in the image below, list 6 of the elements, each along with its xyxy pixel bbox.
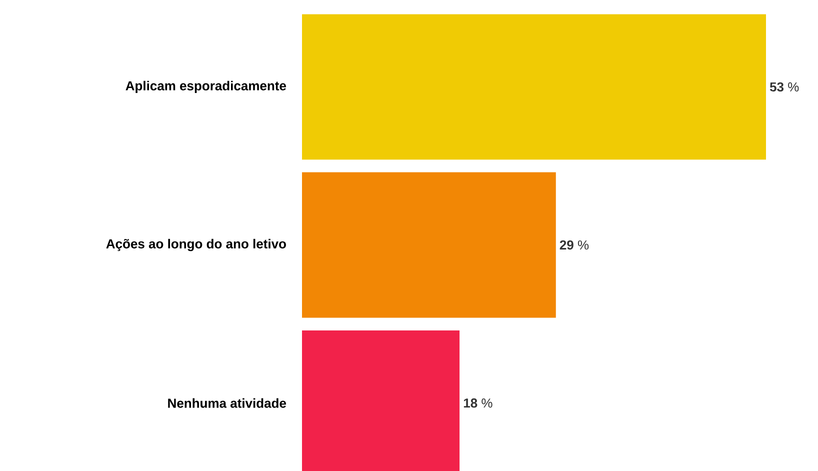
data-label: 29 % (560, 240, 589, 250)
y-tick-label: Ações ao longo do ano letivo (106, 238, 286, 252)
data-label: 53 % (770, 82, 799, 92)
y-tick-label: Nenhuma atividade (168, 398, 286, 408)
data-label: 18 % (464, 398, 492, 408)
y-tick-label: Aplicam esporadicamente (126, 80, 286, 93)
